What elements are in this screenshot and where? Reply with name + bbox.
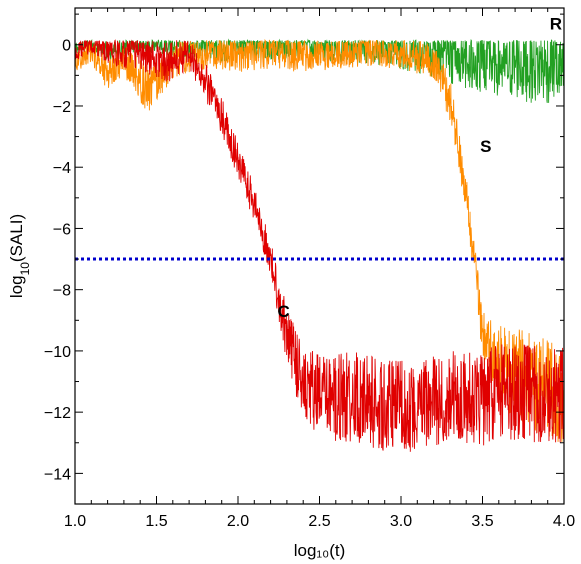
y-tick-label: −4 — [53, 160, 71, 177]
y-axis-label-main: log — [7, 275, 26, 298]
x-tick-label: 1.0 — [64, 513, 86, 530]
y-tick-label: −8 — [53, 283, 71, 300]
x-tick-label: 4.0 — [553, 513, 575, 530]
y-tick-label: −10 — [44, 344, 71, 361]
y-tick-label: −14 — [44, 466, 71, 483]
plot-area — [75, 38, 564, 452]
x-tick-label: 2.0 — [227, 513, 249, 530]
series-label-r: R — [550, 14, 562, 33]
y-tick-label: 0 — [62, 38, 71, 55]
y-axis-label: log10(SALI) — [7, 214, 32, 298]
axis-ticks — [74, 8, 565, 505]
y-axis-label-rest: (SALI) — [7, 214, 26, 262]
y-tick-label: −2 — [53, 99, 71, 116]
series-label-c: C — [277, 302, 289, 321]
x-tick-label: 3.5 — [471, 513, 493, 530]
tick-labels: 1.0 1.5 2.0 2.5 3.0 3.5 4.0 0 −2 −4 −6 −8 −10 −12 −14 R… — [44, 14, 575, 530]
series-line-c — [75, 39, 564, 452]
series-line-s — [75, 38, 564, 443]
y-tick-label: −12 — [44, 405, 71, 422]
y-tick-label: −6 — [53, 221, 71, 238]
y-axis-label-sub: 10 — [18, 262, 32, 276]
x-tick-label: 3.0 — [390, 513, 412, 530]
x-tick-label: 2.5 — [308, 513, 330, 530]
x-axis-label: log₁₀(t) — [294, 541, 346, 560]
x-tick-label: 1.5 — [145, 513, 167, 530]
series-label-s: S — [480, 137, 491, 156]
